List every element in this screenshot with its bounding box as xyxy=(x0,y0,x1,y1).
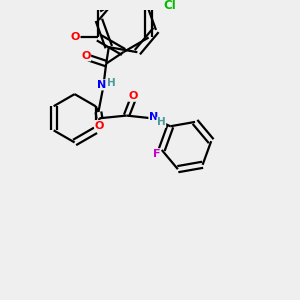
Text: Cl: Cl xyxy=(164,0,176,12)
Text: H: H xyxy=(157,117,166,127)
Text: H: H xyxy=(106,78,116,88)
Text: O: O xyxy=(81,51,91,61)
Text: N: N xyxy=(97,80,106,90)
Text: O: O xyxy=(129,91,138,101)
Text: O: O xyxy=(70,32,80,43)
Text: O: O xyxy=(95,121,104,130)
Text: N: N xyxy=(149,112,158,122)
Text: F: F xyxy=(153,149,160,159)
